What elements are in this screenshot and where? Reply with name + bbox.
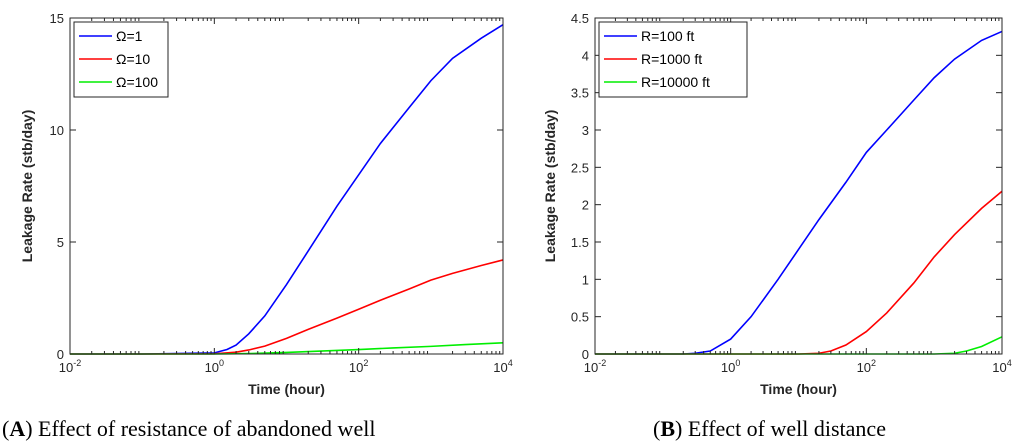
caption-a-text: Effect of resistance of abandoned well	[38, 416, 376, 441]
x-tick-label-a-3: 104	[493, 358, 512, 375]
y-tick-label-b-6: 3	[582, 123, 589, 138]
x-tick-label-a-2: 102	[349, 358, 368, 375]
y-tick-label-b-8: 4	[582, 48, 589, 63]
y-tick-label-a-3: 15	[50, 11, 64, 26]
legend-a: Ω=1 Ω=10 Ω=100	[73, 21, 169, 98]
y-tick-label-a-2: 10	[50, 123, 64, 138]
y-tick-label-b-4: 2	[582, 198, 589, 213]
legend-b: R=100 ft R=1000 ft R=10000 ft	[598, 21, 748, 98]
caption-a-label: A	[9, 416, 26, 441]
series-line-a-1	[70, 24, 504, 355]
x-tick-label-b-3: 104	[992, 358, 1011, 375]
y-tick-label-b-2: 1	[582, 272, 589, 287]
x-tick-label-a-0: 10-2	[59, 358, 81, 375]
y-tick-label-b-0: 0	[582, 347, 589, 362]
caption-a: (A) Effect of resistance of abandoned we…	[2, 416, 376, 441]
legend-label-a-1: Ω=1	[116, 28, 143, 44]
y-tick-label-a-0: 0	[57, 347, 64, 362]
y-tick-label-b-5: 2.5	[571, 160, 589, 175]
y-axis-title-a: Leakage Rate (stb/day)	[19, 110, 35, 263]
caption-b-label: B	[660, 416, 676, 441]
x-axis-title-b: Time (hour)	[760, 381, 837, 397]
series-line-b-2	[595, 190, 1003, 355]
chart-b: 10-2 100 102 104 0 0.5 1 1.5 2 2.5 3 3.5 4 4.5 Time (h…	[542, 11, 1012, 397]
x-tick-label-a-1: 100	[205, 358, 224, 375]
x-axis-title-a: Time (hour)	[248, 381, 325, 397]
legend-label-a-3: Ω=100	[116, 74, 158, 90]
series-line-a-2	[70, 259, 504, 355]
y-tick-label-b-7: 3.5	[571, 86, 589, 101]
legend-label-b-3: R=10000 ft	[641, 74, 710, 90]
y-tick-label-b-1: 0.5	[571, 310, 589, 325]
axes-box-b	[594, 17, 1003, 355]
x-tick-label-b-0: 10-2	[584, 358, 606, 375]
y-tick-label-a-1: 5	[57, 235, 64, 250]
y-tick-label-b-3: 1.5	[571, 235, 589, 250]
y-axis-title-b: Leakage Rate (stb/day)	[542, 110, 558, 263]
y-tick-label-b-9: 4.5	[571, 11, 589, 26]
legend-label-b-2: R=1000 ft	[641, 51, 702, 67]
legend-label-a-2: Ω=10	[116, 51, 150, 67]
caption-b: (B) Effect of well distance	[653, 416, 886, 441]
x-tick-label-b-2: 102	[857, 358, 876, 375]
caption-b-text: Effect of well distance	[687, 416, 886, 441]
axes-box-a	[69, 17, 504, 355]
legend-label-b-1: R=100 ft	[641, 28, 694, 44]
chart-a: 10-2 100 102 104 0 5 10 15 Time (hour) Leakage Ra…	[19, 11, 513, 397]
x-tick-label-b-1: 100	[721, 358, 740, 375]
